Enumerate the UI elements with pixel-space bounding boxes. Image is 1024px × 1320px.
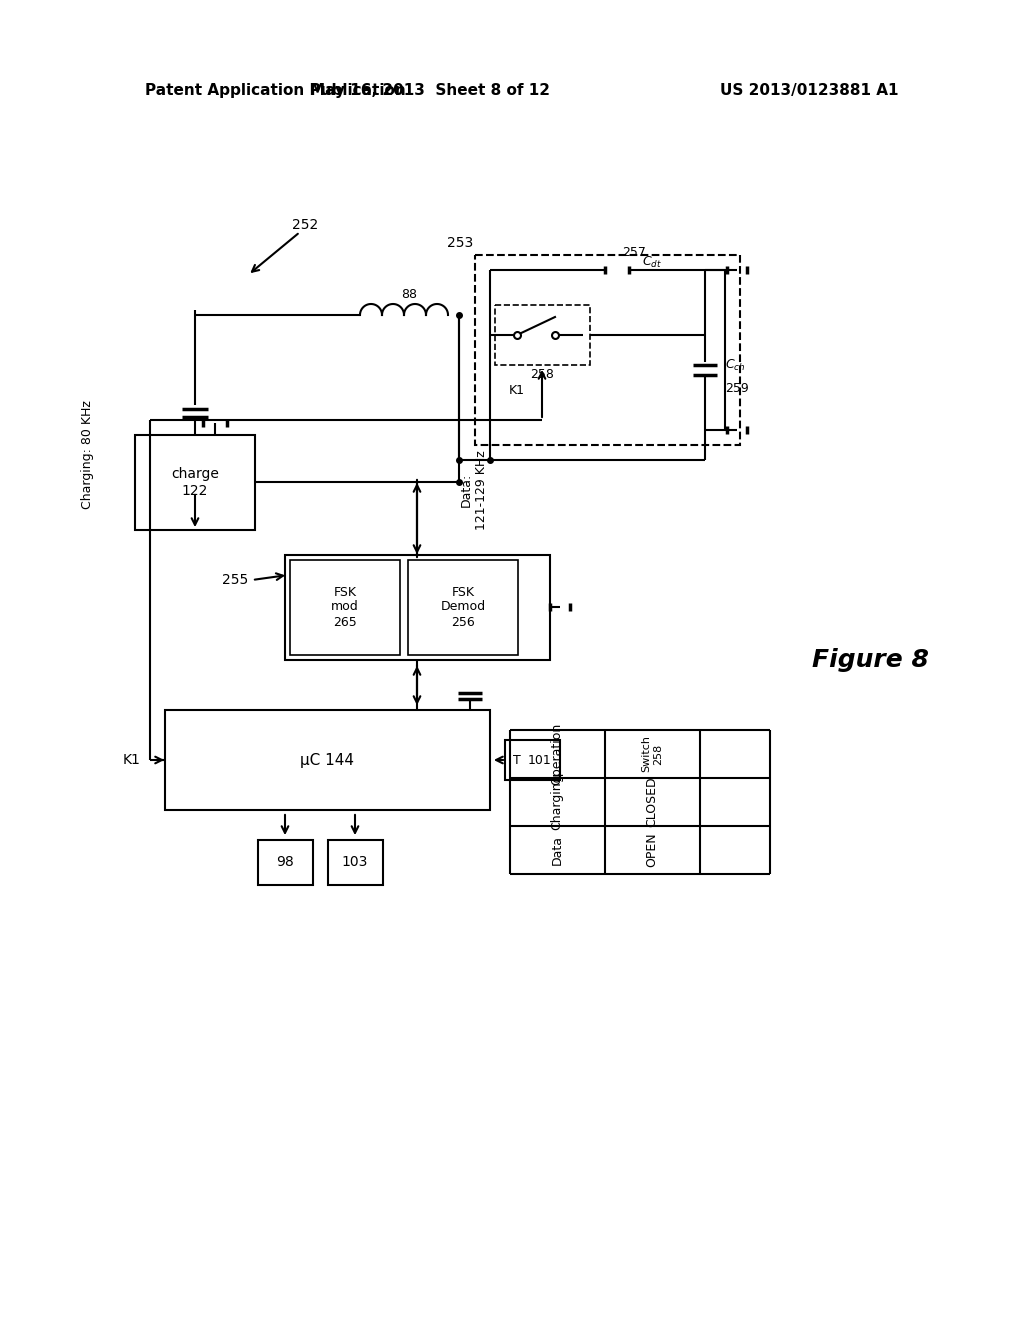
Text: Data:
121-129 KHz: Data: 121-129 KHz [460,450,488,529]
Bar [135,436,255,531]
Text: Data: Data [551,836,563,865]
Text: Operation: Operation [551,723,563,785]
Text: charge
122: charge 122 [171,467,219,498]
Bar [285,554,550,660]
Text: 98: 98 [276,855,294,869]
Text: 88: 88 [401,288,418,301]
Text: 259: 259 [725,381,749,395]
Text: US 2013/0123881 A1: US 2013/0123881 A1 [720,82,898,98]
Bar [165,710,490,810]
Text: 101: 101 [528,754,552,767]
Bar [328,840,383,884]
Text: Switch
258: Switch 258 [641,735,663,772]
Text: Figure 8: Figure 8 [812,648,929,672]
Text: $C_{ch}$: $C_{ch}$ [725,358,745,372]
Text: 252: 252 [292,218,318,232]
Text: K1: K1 [509,384,525,396]
Text: OPEN: OPEN [645,833,658,867]
Text: 257: 257 [622,246,646,259]
Bar [475,255,740,445]
Bar [505,741,560,780]
Text: 258: 258 [530,368,554,381]
Text: FSK
Demod
256: FSK Demod 256 [440,586,485,628]
Bar [258,840,313,884]
Bar [408,560,518,655]
Text: Patent Application Publication: Patent Application Publication [145,82,406,98]
Text: Charging: Charging [551,774,563,830]
Bar [495,305,590,366]
Text: Charging: 80 KHz: Charging: 80 KHz [82,400,94,510]
Text: T: T [513,754,521,767]
Text: K1: K1 [122,752,140,767]
Text: May 16, 2013  Sheet 8 of 12: May 16, 2013 Sheet 8 of 12 [310,82,550,98]
Text: 253: 253 [446,236,473,249]
Bar [290,560,400,655]
Text: $C_{dt}$: $C_{dt}$ [642,255,662,269]
Text: FSK
mod
265: FSK mod 265 [331,586,358,628]
Text: CLOSED: CLOSED [645,776,658,828]
Text: μC 144: μC 144 [300,752,354,767]
Text: 255: 255 [222,573,248,587]
Text: 103: 103 [342,855,369,869]
